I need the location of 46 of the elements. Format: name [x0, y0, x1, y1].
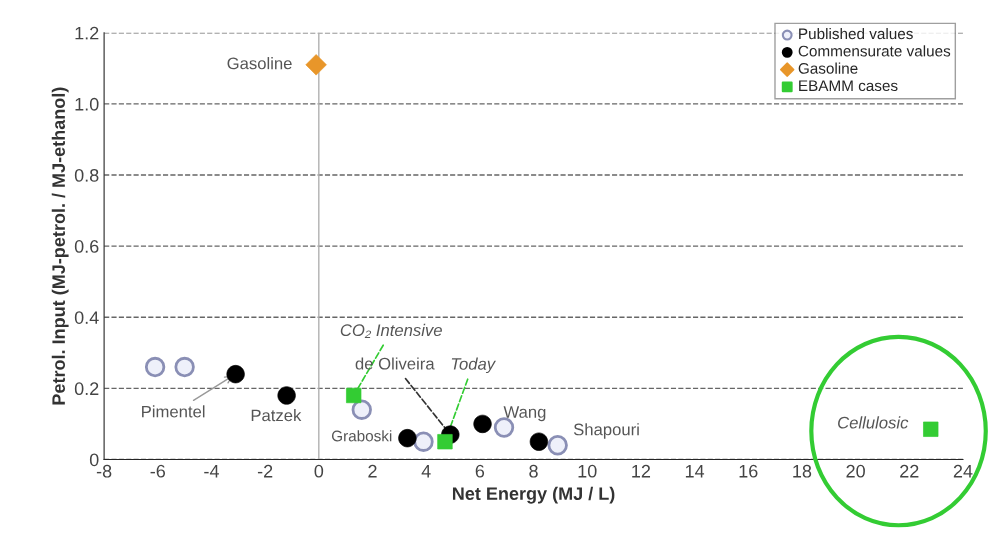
- annotation: Pimentel: [142, 405, 205, 418]
- x-tick-label: 6: [475, 464, 485, 478]
- y-tick-label: 0: [89, 453, 99, 467]
- point: [547, 435, 568, 456]
- annotation: de Oliveira: [355, 357, 435, 370]
- y-tick-label: 0.4: [74, 311, 99, 324]
- annotation: Graboski: [331, 430, 392, 442]
- legend-label: EBAMM cases: [799, 80, 898, 92]
- point: [413, 431, 434, 452]
- legend-label: Commensurate values: [798, 45, 951, 57]
- legend-label: Published values: [799, 27, 913, 40]
- point: [144, 356, 166, 378]
- y-tick-label: 0.8: [74, 168, 99, 182]
- x-tick-label: -4: [204, 465, 219, 478]
- point: [529, 432, 549, 451]
- y-axis-title: Petrol. Input (MJ-petrol. / MJ-ethanol): [51, 87, 69, 405]
- x-tick-label: 18: [793, 464, 812, 478]
- x-tick-label: 2: [368, 464, 377, 478]
- y-tick-label: 0.6: [74, 240, 99, 253]
- point: [174, 356, 195, 378]
- annotation: Patzek: [251, 409, 302, 422]
- x-tick-label: -8: [96, 464, 112, 478]
- point: [351, 399, 372, 420]
- x-tick-label: -6: [150, 464, 166, 478]
- x-tick-label: 4: [421, 465, 431, 478]
- x-tick-label: 8: [529, 464, 538, 478]
- annotation: Shapouri: [573, 423, 639, 439]
- x-tick-label: 16: [739, 464, 758, 478]
- y-tick-label: 1.0: [75, 97, 99, 111]
- x-tick-label: 20: [846, 464, 865, 478]
- annotation: CO₂ Intensive: [340, 323, 442, 338]
- legend-label: Gasoline: [798, 62, 858, 74]
- x-tick-label: -2: [257, 464, 273, 478]
- x-tick-label: 24: [953, 464, 973, 478]
- x-axis-title: Net Energy (MJ / L): [452, 486, 615, 504]
- annotation: Today: [451, 357, 496, 374]
- y-tick-label: 0.2: [74, 382, 99, 396]
- x-tick-label: 14: [685, 465, 705, 478]
- annotation: Wang: [503, 406, 546, 422]
- annotation: Gasoline: [227, 57, 292, 70]
- x-tick-label: 22: [900, 464, 919, 478]
- y-tick-label: 1.2: [75, 26, 99, 40]
- x-tick-label: 12: [632, 464, 651, 478]
- x-tick-label: 10: [578, 464, 597, 478]
- annotation: Cellulosic: [838, 416, 909, 429]
- x-tick-label: 0: [314, 464, 324, 478]
